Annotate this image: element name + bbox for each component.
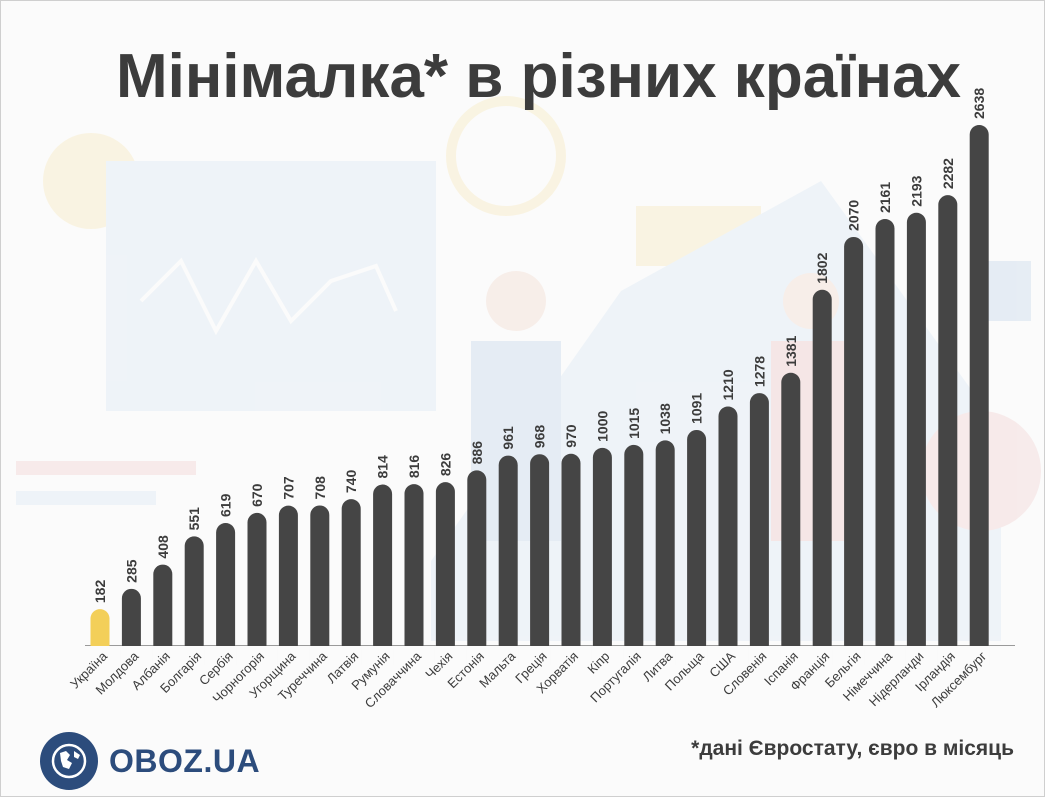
bar-base-mask (215, 646, 237, 665)
bar (938, 195, 958, 655)
data-label: 826 (437, 453, 453, 477)
data-label: 1381 (783, 335, 799, 366)
data-label: 707 (280, 476, 296, 500)
bar (153, 564, 173, 655)
data-label: 551 (186, 507, 202, 531)
data-label: 2282 (940, 158, 956, 189)
bar (812, 289, 832, 655)
data-label: 670 (249, 483, 265, 507)
bar-base-mask (529, 646, 551, 665)
data-label: 1000 (594, 411, 610, 442)
bar-base-mask (89, 646, 111, 665)
bar-base-mask (748, 646, 770, 665)
bar-base-mask (120, 646, 142, 665)
bar (216, 522, 236, 655)
data-label: 1015 (626, 408, 642, 439)
data-label: 2070 (846, 200, 862, 231)
bar (844, 236, 864, 655)
data-label: 1038 (657, 403, 673, 434)
bar-base-mask (811, 646, 833, 665)
data-label: 2193 (908, 175, 924, 206)
data-label: 2638 (971, 88, 987, 119)
bar (435, 482, 455, 655)
bar (530, 454, 550, 655)
bar-base-mask (843, 646, 865, 665)
bar-base-mask (937, 646, 959, 665)
bar-base-mask (403, 646, 425, 665)
data-label: 1802 (814, 252, 830, 283)
bar-base-mask (309, 646, 331, 665)
bar-base-mask (591, 646, 613, 665)
data-label: 285 (123, 559, 139, 583)
data-label: 816 (406, 455, 422, 479)
data-label: 970 (563, 424, 579, 448)
bar (121, 588, 141, 655)
bar (624, 444, 644, 655)
bar (781, 372, 801, 655)
data-label: 961 (500, 426, 516, 450)
bar (467, 470, 487, 655)
globe-icon (40, 732, 98, 790)
bar-base-mask (968, 646, 990, 665)
bar-base-mask (152, 646, 174, 665)
data-label: 1210 (720, 369, 736, 400)
data-label: 968 (532, 425, 548, 449)
data-label: 814 (375, 455, 391, 479)
bar-base-mask (183, 646, 205, 665)
bar-base-mask (874, 646, 896, 665)
bar (561, 453, 581, 655)
data-label: 708 (312, 476, 328, 500)
bar-base-mask (340, 646, 362, 665)
bar-base-mask (654, 646, 676, 665)
bar (90, 609, 110, 655)
bar-base-mask (372, 646, 394, 665)
data-label: 1278 (751, 356, 767, 387)
bar (655, 440, 675, 655)
bar-base-mask (560, 646, 582, 665)
bar (687, 429, 707, 655)
bar-base-mask (780, 646, 802, 665)
chart-title: Мінімалка* в різних країнах (115, 42, 962, 111)
bar-base-mask (623, 646, 645, 665)
bar-base-mask (686, 646, 708, 665)
bar-base-mask (466, 646, 488, 665)
bar-base-mask (434, 646, 456, 665)
data-label: 182 (92, 580, 108, 604)
bar-base-mask (277, 646, 299, 665)
bar (247, 512, 267, 655)
bar (592, 447, 612, 655)
brand-logo[interactable]: OBOZ.UA (39, 731, 260, 791)
bar (184, 536, 204, 655)
data-label: 2161 (877, 182, 893, 213)
bar (498, 455, 518, 655)
data-label: 740 (343, 470, 359, 494)
data-label: 408 (155, 535, 171, 559)
bar (906, 212, 926, 655)
data-label: 886 (469, 441, 485, 465)
bar (310, 505, 330, 655)
footnote: *дані Євростату, євро в місяць (691, 737, 1014, 760)
data-label: 619 (218, 493, 234, 517)
bar (373, 484, 393, 655)
data-label: 1091 (689, 393, 705, 424)
bar (749, 393, 769, 655)
bar (341, 499, 361, 655)
bar (718, 406, 738, 655)
bar-base-mask (246, 646, 268, 665)
bar (404, 484, 424, 655)
bar (278, 505, 298, 655)
bar-base-mask (717, 646, 739, 665)
bar (875, 219, 895, 655)
brand-name: OBOZ.UA (109, 742, 261, 779)
bar-base-mask (497, 646, 519, 665)
bar (969, 125, 989, 655)
bar-base-mask (905, 646, 927, 665)
